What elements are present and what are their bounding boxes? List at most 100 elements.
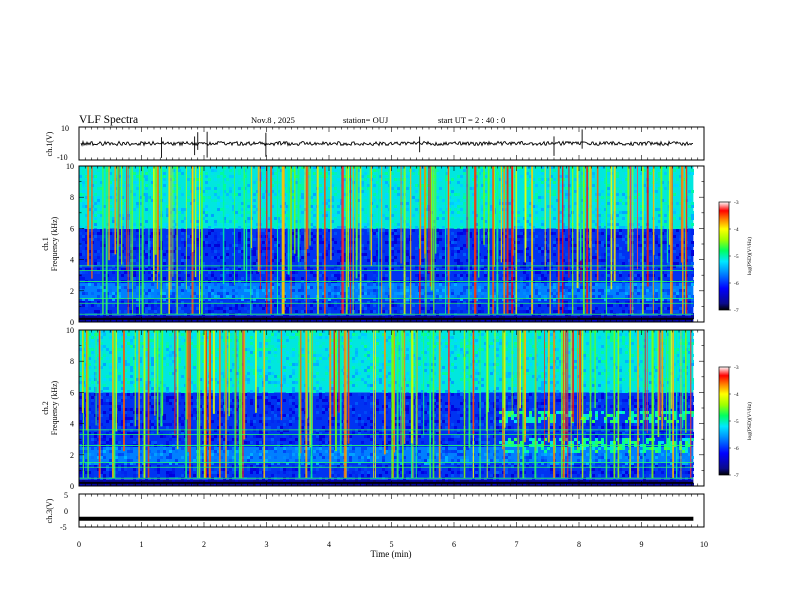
spectrogram-cell bbox=[121, 223, 124, 226]
spectrogram-cell bbox=[550, 175, 553, 178]
spectrogram-cell bbox=[199, 172, 202, 175]
spectrogram-cell bbox=[364, 175, 367, 178]
spectrogram-cell bbox=[472, 193, 475, 196]
spectrogram-cell bbox=[463, 205, 466, 208]
spectrogram-cell bbox=[361, 286, 364, 289]
spectrogram-cell bbox=[658, 268, 661, 271]
spectrogram-cell bbox=[328, 283, 331, 286]
spectrogram-cell bbox=[232, 244, 235, 247]
spectrogram-cell bbox=[229, 166, 232, 169]
spectrogram-cell bbox=[199, 178, 202, 181]
spectrogram-cell bbox=[181, 232, 184, 235]
spectrogram-cell bbox=[97, 187, 100, 190]
spectrogram-cell bbox=[199, 298, 202, 301]
spectrogram-cell bbox=[502, 316, 505, 319]
spectrogram-cell bbox=[88, 208, 91, 211]
spectrogram-cell bbox=[343, 181, 346, 184]
spectrogram-cell bbox=[103, 271, 106, 274]
spectrogram-cell bbox=[202, 193, 205, 196]
spectrogram-cell bbox=[145, 268, 148, 271]
spectrogram-cell bbox=[574, 202, 577, 205]
spectrogram-cell bbox=[136, 277, 139, 280]
spectrogram-cell bbox=[490, 217, 493, 220]
spectrogram-cell bbox=[82, 181, 85, 184]
spectrogram-cell bbox=[442, 247, 445, 250]
spectrogram-cell bbox=[268, 217, 271, 220]
spectrogram-cell bbox=[559, 190, 562, 193]
spectrogram-cell bbox=[649, 283, 652, 286]
spectrogram-cell bbox=[235, 295, 238, 298]
spectrogram-cell bbox=[469, 211, 472, 214]
spectrogram-cell bbox=[280, 166, 283, 169]
spectrogram-cell bbox=[163, 193, 166, 196]
spectrogram-cell bbox=[493, 289, 496, 292]
spectrogram-cell bbox=[676, 256, 679, 259]
spectrogram-cell bbox=[178, 226, 181, 229]
spectrogram-cell bbox=[136, 217, 139, 220]
spectrogram-cell bbox=[166, 208, 169, 211]
spectrogram-cell bbox=[250, 253, 253, 256]
spectrogram-cell bbox=[184, 304, 187, 307]
spectrogram-cell bbox=[394, 247, 397, 250]
spectrogram-cell bbox=[622, 262, 625, 265]
spectrogram-cell bbox=[325, 268, 328, 271]
spectrogram-cell bbox=[94, 301, 97, 304]
spectrogram-cell bbox=[463, 244, 466, 247]
spectrogram-cell bbox=[625, 295, 628, 298]
spectrogram-cell bbox=[664, 235, 667, 238]
spectrogram-cell bbox=[466, 229, 469, 232]
spectrogram-cell bbox=[508, 202, 511, 205]
spectrogram-cell bbox=[457, 238, 460, 241]
spectrogram-cell bbox=[598, 319, 601, 322]
spectrogram-cell bbox=[334, 295, 337, 298]
spectrogram-cell bbox=[97, 319, 100, 322]
spectrogram-cell bbox=[205, 190, 208, 193]
spectrogram-cell bbox=[337, 199, 340, 202]
spectrogram-cell bbox=[472, 298, 475, 301]
spectrogram-cell bbox=[673, 310, 676, 313]
spectrogram-cell bbox=[490, 268, 493, 271]
spectrogram-cell bbox=[295, 247, 298, 250]
spectrogram-cell bbox=[178, 301, 181, 304]
spectrogram-cell bbox=[112, 295, 115, 298]
spectrogram-cell bbox=[304, 304, 307, 307]
spectrogram-cell bbox=[433, 181, 436, 184]
spectrogram-cell bbox=[559, 223, 562, 226]
spectrogram-cell bbox=[469, 178, 472, 181]
spectrogram-cell bbox=[307, 283, 310, 286]
spectrogram-cell bbox=[643, 307, 646, 310]
spectrogram-cell bbox=[490, 205, 493, 208]
spectrogram-cell bbox=[553, 295, 556, 298]
spectrogram-cell bbox=[322, 217, 325, 220]
spectrogram-cell bbox=[541, 220, 544, 223]
spectrogram-cell bbox=[397, 250, 400, 253]
spectrogram-cell bbox=[229, 193, 232, 196]
spectrogram-cell bbox=[445, 229, 448, 232]
spectrogram-cell bbox=[577, 319, 580, 322]
spectrogram-cell bbox=[202, 292, 205, 295]
spectrogram-cell bbox=[97, 304, 100, 307]
spectrogram-cell bbox=[337, 166, 340, 169]
spectrogram-cell bbox=[448, 220, 451, 223]
spectrogram-cell bbox=[277, 226, 280, 229]
spectrogram-cell bbox=[358, 295, 361, 298]
spectrogram-cell bbox=[85, 268, 88, 271]
spectrogram-cell bbox=[550, 190, 553, 193]
spectrogram-cell bbox=[622, 193, 625, 196]
spectrogram-cell bbox=[466, 304, 469, 307]
spectrogram-cell bbox=[118, 232, 121, 235]
spectrogram-cell bbox=[370, 292, 373, 295]
spectrogram-cell bbox=[436, 319, 439, 322]
spectrogram-cell bbox=[139, 316, 142, 319]
spectrogram-cell bbox=[238, 238, 241, 241]
spectrogram-cell bbox=[637, 298, 640, 301]
spectrogram-cell bbox=[298, 262, 301, 265]
spectrogram-cell bbox=[490, 208, 493, 211]
spectrogram-cell bbox=[88, 268, 91, 271]
spectrogram-cell bbox=[274, 238, 277, 241]
spectrogram-cell bbox=[454, 235, 457, 238]
spectrogram-cell bbox=[256, 253, 259, 256]
spectrogram-cell bbox=[220, 316, 223, 319]
spectrogram-cell bbox=[481, 235, 484, 238]
spectrogram-cell bbox=[562, 292, 565, 295]
